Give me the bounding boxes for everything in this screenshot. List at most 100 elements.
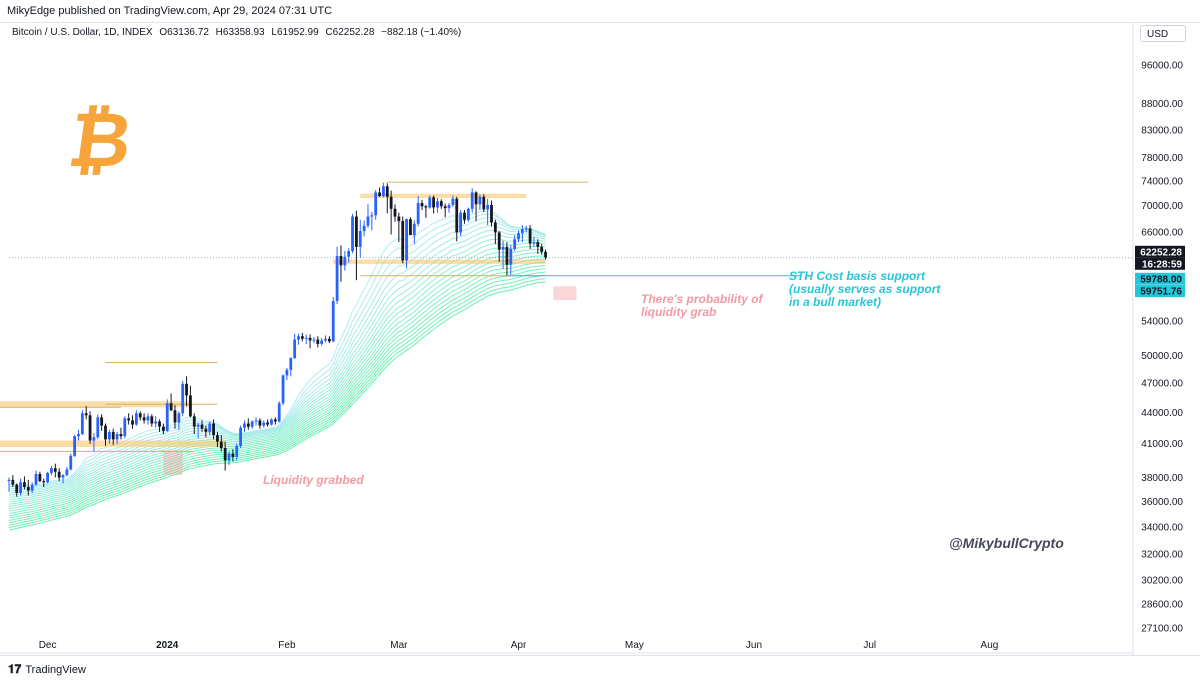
candle-body — [351, 216, 354, 252]
candle-body — [447, 204, 451, 209]
candle-body — [304, 337, 308, 339]
candle-body — [150, 416, 154, 424]
candle-body — [19, 482, 22, 494]
candle-body — [343, 256, 347, 266]
candle-body — [520, 229, 524, 234]
candle-body — [173, 410, 177, 423]
publisher-bar: MikyEdge published on TradingView.com, A… — [0, 0, 1200, 23]
candle-body — [501, 246, 505, 250]
candle-body — [254, 420, 258, 422]
price-badge — [1135, 257, 1185, 270]
candle-body — [393, 208, 397, 217]
bitcoin-logo-icon: ₿ — [63, 96, 137, 185]
candle-body — [439, 201, 443, 207]
candle-body — [69, 455, 73, 470]
candle-body — [389, 196, 393, 209]
candle-body — [524, 228, 528, 230]
candle-body — [397, 216, 401, 222]
ribbon-line — [8, 229, 546, 496]
candle-body — [266, 422, 270, 425]
candle-body — [46, 472, 49, 483]
candle-body — [185, 383, 188, 396]
candle-body — [111, 431, 115, 440]
candle-body — [339, 256, 343, 266]
candle-body — [189, 395, 192, 417]
candle-body — [347, 251, 351, 257]
price-tick-label: 38000.00 — [1141, 473, 1183, 484]
time-tick-label: Feb — [278, 640, 296, 651]
candle-body — [165, 403, 169, 431]
time-tick-label: May — [625, 640, 644, 651]
candle-body — [490, 204, 493, 223]
time-tick-label: Mar — [390, 640, 408, 651]
range-zone — [333, 259, 546, 264]
time-tick-label: Apr — [511, 640, 527, 651]
candle-body — [181, 383, 185, 414]
candle-body — [297, 336, 300, 340]
time-tick-label: Jun — [746, 640, 762, 651]
candle-body — [308, 337, 312, 341]
candle-body — [378, 192, 381, 197]
candle-body — [335, 256, 339, 301]
tradingview-logo-icon[interactable]: 𝟏𝟕 TradingView — [8, 662, 86, 676]
range-zone — [0, 401, 191, 408]
candle-body — [154, 421, 158, 424]
candle-body — [451, 198, 455, 205]
candle-body — [65, 469, 69, 476]
candle-body — [532, 242, 536, 244]
candle-body — [142, 417, 146, 421]
price-tick-label: 74000.00 — [1141, 176, 1183, 187]
ribbon-line — [8, 258, 546, 514]
candle-body — [277, 403, 281, 422]
candle-body — [324, 338, 327, 341]
currency-button[interactable]: USD — [1140, 25, 1186, 42]
ribbon-line — [8, 274, 546, 526]
ohlc-high: H63358.93 — [215, 27, 265, 38]
candle-body — [486, 204, 490, 210]
candle-body — [540, 246, 544, 252]
time-tick-label: Jul — [863, 640, 876, 651]
liquidity-grab-label: There's probability of — [641, 292, 764, 306]
liquidity-box — [163, 450, 183, 476]
ohlc-change: −882.18 (−1.40%) — [381, 27, 462, 38]
candle-body — [300, 336, 304, 339]
price-tick-label: 54000.00 — [1141, 317, 1183, 328]
candle-body — [223, 448, 227, 461]
candle-body — [42, 481, 46, 483]
candle-body — [366, 216, 370, 226]
candle-body — [127, 418, 131, 421]
candle-body — [416, 203, 420, 224]
candle-body — [420, 203, 424, 207]
candle-body — [104, 425, 107, 440]
candle-body — [162, 426, 165, 431]
price-tick-label: 66000.00 — [1141, 227, 1183, 238]
symbol-title[interactable]: Bitcoin / U.S. Dollar, 1D, INDEX — [12, 27, 153, 38]
ribbon-line — [8, 255, 546, 512]
time-tick-label: Aug — [981, 640, 999, 651]
price-badge — [1135, 245, 1185, 258]
candle-body — [92, 437, 96, 441]
candle-body — [258, 420, 262, 426]
ribbon-line — [8, 245, 546, 505]
price-tick-label: 88000.00 — [1141, 99, 1183, 110]
price-tick-label: 30200.00 — [1141, 575, 1183, 586]
ribbon-line — [8, 238, 546, 501]
candle-body — [123, 418, 127, 437]
candle-body — [231, 453, 235, 457]
candle-body — [382, 186, 385, 197]
candle-body — [320, 340, 324, 344]
candle-body — [493, 222, 497, 233]
candle-body — [30, 484, 34, 491]
sth-label: in a bull market) — [789, 295, 881, 309]
candle-body — [513, 239, 517, 249]
price-tick-label: 47000.00 — [1141, 378, 1183, 389]
ribbon-line — [8, 225, 546, 494]
publisher-info: MikyEdge published on TradingView.com, A… — [7, 5, 333, 17]
candle-body — [53, 468, 57, 472]
price-badge — [1135, 285, 1185, 298]
annotations-layer: Liquidity grabbed There's probability ofl… — [9, 257, 1133, 551]
candle-body — [196, 424, 200, 427]
candle-body — [204, 428, 208, 432]
ribbon-line — [8, 271, 546, 524]
